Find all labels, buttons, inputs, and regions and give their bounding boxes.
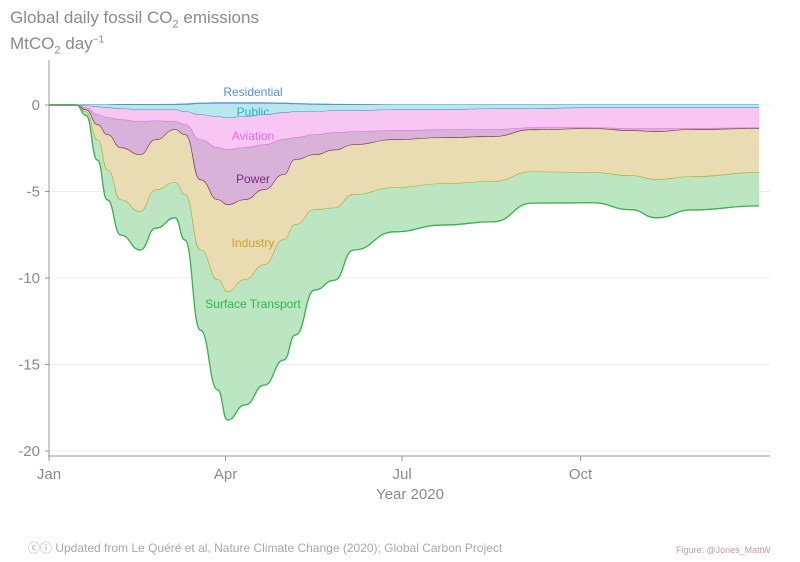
x-tick-label: Jan: [37, 466, 61, 483]
series-label-industry: Industry: [232, 236, 275, 250]
area-surface-transport: [49, 105, 760, 421]
area-power: [49, 105, 760, 205]
series-label-aviation: Aviation: [232, 129, 274, 143]
series-label-surface-transport: Surface Transport: [205, 297, 301, 311]
y-tick-label: 0: [32, 97, 40, 114]
area-aviation: [49, 105, 760, 150]
line-power: [48, 104, 760, 206]
cc-by-icon: ⓒⓘ: [28, 541, 56, 555]
source-note: ⓒⓘ Updated from Le Quéré et al, Nature C…: [28, 541, 503, 555]
figure-credit: Figure: @Jones_MattW: [676, 545, 771, 555]
y-axis-unit: MtCO2 day−1: [10, 34, 105, 57]
x-tick-label: Jul: [392, 466, 411, 483]
y-tick-label: -15: [18, 357, 40, 374]
x-tick-label: Apr: [214, 466, 237, 483]
x-tick-label: Oct: [569, 466, 593, 483]
y-tick-label: -10: [18, 270, 40, 287]
series-label-residential: Residential: [223, 85, 282, 99]
line-surface-transport: [48, 104, 760, 421]
line-residential: [48, 102, 760, 106]
area-industry: [49, 105, 760, 293]
y-tick-label: -5: [27, 184, 40, 201]
y-tick-label: -20: [18, 443, 40, 460]
area-public: [49, 105, 760, 118]
series-label-power: Power: [236, 172, 270, 186]
chart-title: Global daily fossil CO2 emissions: [10, 8, 259, 31]
x-axis-label: Year 2020: [376, 486, 444, 503]
